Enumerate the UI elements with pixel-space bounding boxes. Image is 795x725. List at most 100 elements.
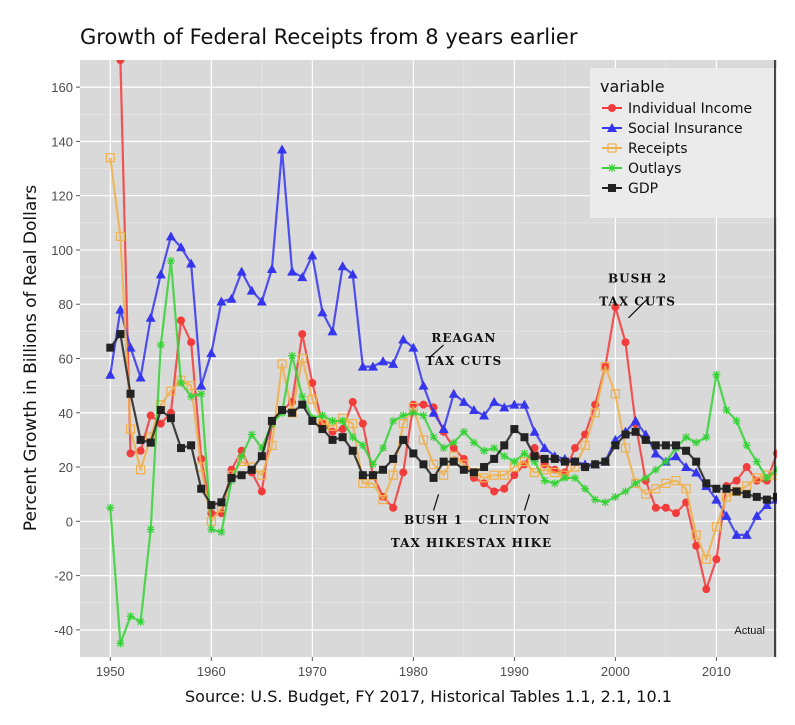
data-point	[500, 441, 509, 450]
y-tick-label: 80	[59, 297, 73, 312]
y-tick-label: 120	[51, 189, 73, 204]
data-point	[692, 457, 701, 466]
data-point	[641, 435, 650, 444]
data-point	[186, 258, 197, 268]
data-point	[136, 465, 146, 475]
data-point	[601, 457, 610, 466]
data-point	[338, 425, 347, 434]
data-point	[277, 144, 288, 154]
data-point	[439, 444, 448, 453]
data-point	[631, 479, 640, 488]
data-point	[125, 342, 136, 352]
data-point	[661, 478, 671, 488]
data-point	[773, 492, 777, 501]
data-point	[519, 457, 530, 467]
data-point	[490, 444, 499, 453]
data-point	[681, 484, 691, 494]
data-point	[257, 452, 266, 461]
data-point	[197, 389, 206, 398]
data-point	[105, 369, 116, 379]
data-point	[298, 400, 307, 409]
series-gdp	[106, 330, 777, 510]
data-point	[621, 338, 630, 347]
y-tick-label: 40	[59, 406, 73, 421]
legend-title: variable	[600, 77, 665, 96]
legend-entry: Individual Income	[628, 101, 752, 117]
data-point	[539, 443, 550, 453]
axes: -40 -20 0 20 40 60 80 100 120 140 160 1950 1960 1970 1…	[51, 60, 776, 679]
data-point	[187, 392, 196, 401]
annotation-label: TAX HIKES	[391, 536, 476, 550]
data-point	[732, 476, 741, 485]
data-point	[773, 449, 777, 458]
data-point	[217, 498, 226, 507]
data-point	[166, 414, 175, 423]
source-note: Source: U.S. Budget, FY 2017, Historical…	[185, 687, 672, 706]
data-point	[570, 457, 579, 466]
data-point	[155, 269, 166, 279]
data-point	[428, 407, 439, 417]
data-point	[156, 340, 165, 349]
data-point	[742, 490, 751, 499]
annotation-pointer	[428, 344, 445, 359]
data-point	[611, 302, 620, 311]
data-point	[611, 441, 620, 450]
legend-entry: GDP	[628, 181, 658, 197]
data-point	[591, 495, 600, 504]
data-point	[197, 484, 206, 493]
data-point	[368, 478, 378, 488]
data-point	[257, 487, 266, 496]
data-point	[469, 438, 478, 447]
data-point	[328, 435, 337, 444]
data-point	[297, 272, 308, 282]
legend-entry: Social Insurance	[628, 121, 743, 137]
data-point	[136, 617, 145, 626]
data-point	[711, 522, 721, 532]
data-point	[357, 361, 368, 371]
annotation-pointer	[628, 298, 649, 319]
data-point	[702, 585, 711, 594]
data-point	[449, 457, 458, 466]
data-point	[500, 452, 509, 461]
annotation-label: TAX CUTS	[599, 295, 676, 309]
data-point	[317, 307, 328, 317]
data-point	[439, 457, 448, 466]
y-axis-label: Percent Growth in Billions of Real Dolla…	[21, 185, 41, 531]
data-point	[428, 459, 439, 469]
data-point	[389, 503, 398, 512]
data-point	[217, 528, 226, 537]
data-point	[348, 446, 357, 455]
data-point	[742, 463, 751, 472]
data-point	[581, 484, 590, 493]
data-point	[177, 316, 186, 325]
data-point	[126, 449, 135, 458]
data-point	[762, 495, 771, 504]
data-point	[358, 478, 368, 488]
data-point	[307, 394, 317, 404]
data-point	[398, 419, 408, 429]
data-point	[187, 441, 196, 450]
data-point	[337, 261, 348, 271]
data-point	[165, 231, 176, 241]
data-point	[601, 498, 610, 507]
data-point	[409, 408, 418, 417]
data-point	[257, 444, 266, 453]
data-point	[277, 359, 287, 369]
data-point	[166, 256, 175, 265]
data-point	[560, 473, 569, 482]
data-point	[388, 358, 399, 368]
data-point	[751, 510, 762, 520]
data-point	[591, 460, 600, 469]
data-point	[550, 467, 560, 478]
data-point	[237, 471, 246, 480]
data-point	[136, 435, 145, 444]
data-point	[449, 444, 458, 453]
data-point	[389, 416, 398, 425]
data-point	[650, 448, 661, 458]
data-point	[581, 463, 590, 472]
data-point	[438, 424, 449, 434]
data-point	[196, 380, 207, 390]
data-point	[115, 304, 126, 314]
data-point	[469, 468, 478, 477]
data-point	[550, 454, 559, 463]
